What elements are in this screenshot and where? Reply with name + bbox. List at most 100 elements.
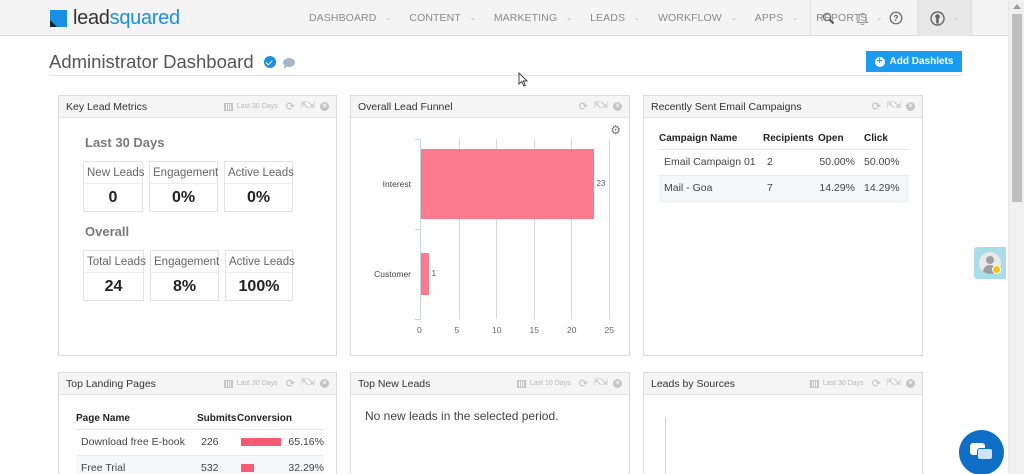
bar-value-label: 1 [431,269,436,278]
expand-icon[interactable]: ⇱⇲ [886,101,901,111]
chat-button[interactable] [959,430,1004,474]
chevron-down-icon: ⌄ [730,15,737,22]
help-icon[interactable]: ? [879,0,913,36]
scroll-up-arrow-icon[interactable] [1013,4,1021,9]
close-icon[interactable]: ✕ [613,102,622,111]
category-label: Interest [382,179,411,189]
nav-reports[interactable]: REPORTS ⌄ [816,12,883,24]
funnel-bar[interactable] [421,253,429,295]
chevron-down-icon: ⌄ [792,15,799,22]
close-icon[interactable]: ✕ [320,102,329,111]
table-row: Mail - Goa 7 14.29% 14.29% [659,175,909,202]
chevron-down-icon: ⌄ [953,14,959,22]
x-tick-label: 10 [492,325,502,335]
add-dashlets-button[interactable]: + Add Dashlets [866,51,962,72]
metric-engagement: Engagement 8% [150,250,219,301]
chevron-down-icon: ⌄ [469,15,476,22]
date-range-selector[interactable]: Last 30 Days [223,379,278,388]
dashlet-header: Overall Lead Funnel ⟳ ⇱⇲ ✕ [351,96,629,118]
refresh-icon[interactable]: ⟳ [285,377,295,390]
gridline [496,139,497,319]
date-range-selector[interactable]: Last 10 Days [516,379,571,388]
refresh-icon[interactable]: ⟳ [578,377,588,390]
nav-marketing[interactable]: MARKETING ⌄ [493,12,573,24]
category-label: Customer [374,269,411,279]
page-scrollbar[interactable] [1008,0,1024,474]
close-icon[interactable]: ✕ [613,379,622,388]
calendar-icon [223,379,233,388]
funnel-bar[interactable] [421,149,594,219]
email-campaigns-table: Campaign Name Recipients Open Click Emai… [659,129,909,202]
agent-avatar-tab[interactable] [974,247,1006,279]
chevron-down-icon: ⌄ [566,15,573,22]
dashlet-top-new-leads: Top New Leads Last 10 Days ⟳ ⇱⇲ ✕ No new… [350,372,630,474]
dashlet-title: Overall Lead Funnel [358,100,453,113]
x-tick-label: 20 [567,325,577,335]
search-icon[interactable] [811,0,845,36]
verified-check-icon [263,56,276,68]
campaign-link[interactable]: Mail - Goa [659,175,763,202]
landing-page-link[interactable]: Download free E-book [76,429,197,456]
metrics-row: New Leads 0 Engagement 0% Active Leads 0% [83,161,294,212]
dashlet-top-landing-pages: Top Landing Pages Last 30 Days ⟳ ⇱⇲ ✕ Pa… [58,372,337,474]
dashlet-header: Leads by Sources Last 30 Days ⟳ ⇱⇲ ✕ [644,373,922,395]
close-icon[interactable]: ✕ [906,379,915,388]
nav-apps[interactable]: APPS ⌄ [754,12,799,24]
comment-icon[interactable] [282,57,295,69]
user-profile-menu[interactable]: ⌄ [917,0,972,36]
chevron-down-icon: ⌄ [634,15,641,22]
metric-active-leads: Active Leads 0% [224,161,294,212]
nav-dashboard[interactable]: DASHBOARD ⌄ [309,12,392,24]
expand-icon[interactable]: ⇱⇲ [593,101,608,111]
gridline [571,139,572,319]
main-menu: DASHBOARD ⌄ CONTENT ⌄ MARKETING ⌄ LEADS ⌄ WO… [300,0,891,36]
dashlet-lead-funnel: Overall Lead Funnel ⟳ ⇱⇲ ✕ ⚙ 0 5 10 15 20 25 2… [350,95,630,356]
section-heading: Overall [85,224,130,239]
table-row: Download free E-book 226 65.16% [76,429,324,456]
date-range-selector[interactable]: Last 30 Days [223,102,278,111]
expand-icon[interactable]: ⇱⇲ [300,378,315,388]
gear-icon[interactable]: ⚙ [610,123,621,137]
expand-icon[interactable]: ⇱⇲ [593,378,608,388]
nav-workflow[interactable]: WORKFLOW ⌄ [658,12,737,24]
nav-content[interactable]: CONTENT ⌄ [409,12,476,24]
campaign-link[interactable]: Email Campaign 01 [659,149,763,176]
landing-page-link[interactable]: Free Trial [76,455,197,474]
table-row: Free Trial 532 32.29% [76,455,324,474]
status-dot-icon [992,265,1001,274]
nav-leads[interactable]: LEADS ⌄ [590,12,641,24]
refresh-icon[interactable]: ⟳ [871,377,881,390]
refresh-icon[interactable]: ⟳ [871,100,881,113]
logo-mark-icon [50,9,67,27]
x-tick-label: 15 [529,325,539,335]
conversion-bar [241,464,254,473]
refresh-icon[interactable]: ⟳ [285,100,295,113]
gridline [533,139,535,319]
plus-circle-icon: + [874,56,885,67]
chat-bubble-icon [977,448,993,460]
title-divider [49,75,962,76]
expand-icon[interactable]: ⇱⇲ [300,101,315,111]
refresh-icon[interactable]: ⟳ [578,100,588,113]
dashlet-header: Top New Leads Last 10 Days ⟳ ⇱⇲ ✕ [351,373,629,395]
close-icon[interactable]: ✕ [906,102,915,111]
chevron-down-icon: ⌄ [385,15,392,22]
expand-icon[interactable]: ⇱⇲ [886,378,901,388]
empty-state-message: No new leads in the selected period. [365,409,559,423]
leadsquared-logo[interactable]: leadsquared [50,8,180,28]
chart-axis [665,417,666,474]
dashlet-header: Recently Sent Email Campaigns ⟳ ⇱⇲ ✕ [644,96,922,118]
user-profile-icon [930,10,945,26]
scroll-thumb[interactable] [1012,14,1022,202]
dashlet-title: Top New Leads [358,377,431,390]
landing-pages-table: Page Name Submits Conversion Download fr… [76,409,324,474]
metrics-row: Total Leads 24 Engagement 8% Active Leads 1… [83,250,295,301]
dashlet-header: Top Landing Pages Last 30 Days ⟳ ⇱⇲ ✕ [59,373,336,395]
dashlet-email-campaigns: Recently Sent Email Campaigns ⟳ ⇱⇲ ✕ Cam… [643,95,923,356]
section-heading: Last 30 Days [85,135,165,150]
date-range-selector[interactable]: Last 30 Days [809,379,864,388]
close-icon[interactable]: ✕ [320,379,329,388]
bell-icon[interactable] [845,0,879,36]
funnel-chart: ⚙ 0 5 10 15 20 25 23 Interest 1 Customer [351,119,628,353]
gridline [458,139,460,319]
